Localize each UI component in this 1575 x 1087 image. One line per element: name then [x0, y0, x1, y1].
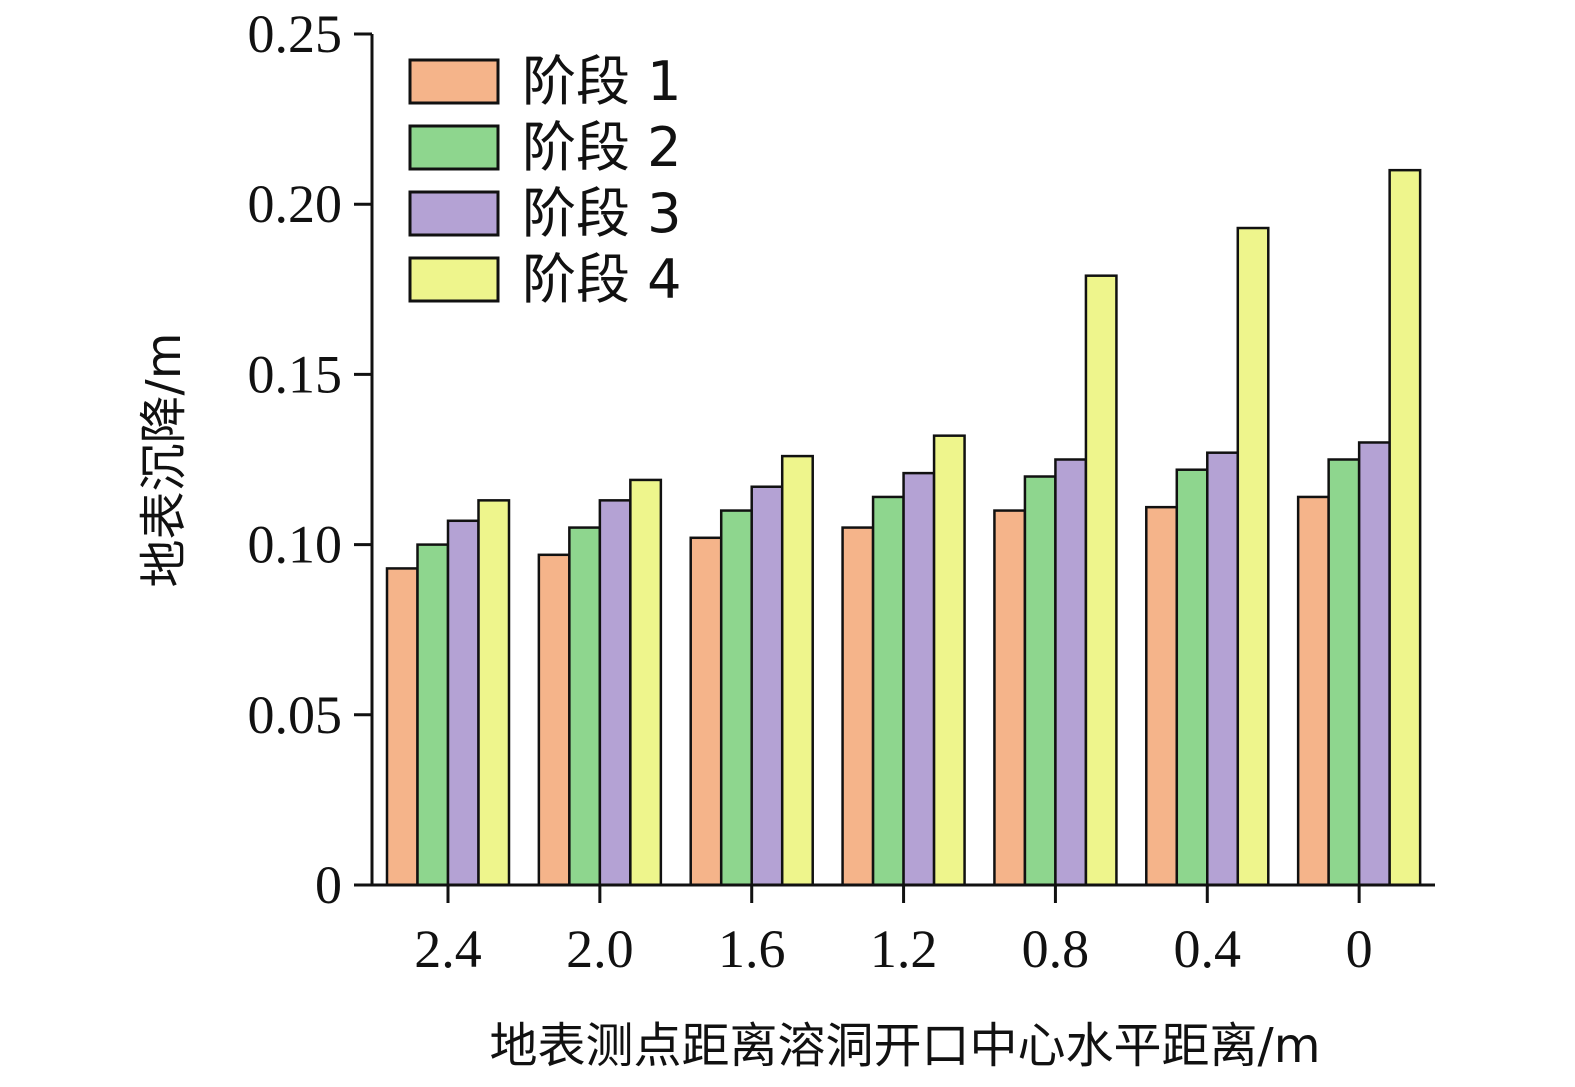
bar-1-2.0 — [537, 553, 571, 887]
x-tick-label: 0.4 — [1174, 919, 1242, 979]
x-tick-label: 1.2 — [870, 919, 938, 979]
y-tick-label: 0.10 — [248, 515, 343, 575]
bar-2-1.6 — [719, 509, 753, 887]
bar-2-2.4 — [416, 543, 450, 887]
y-tick-label: 0.15 — [248, 344, 343, 404]
x-tick-label: 0.8 — [1022, 919, 1090, 979]
y-tick-label: 0 — [315, 855, 342, 915]
y-ticks: 0 0.05 0.10 0.15 0.20 0.25 — [248, 4, 372, 915]
legend-label: 阶段 3 — [522, 182, 682, 245]
legend-swatch — [408, 190, 500, 237]
legend-swatch — [408, 124, 500, 171]
bar-3-2.4 — [446, 519, 480, 887]
bar-2-0 — [1327, 458, 1361, 887]
bar-2-0.8 — [1023, 475, 1057, 887]
bar-3-0.4 — [1206, 451, 1240, 887]
x-axis-title: 地表测点距离溶洞开口中心水平距离/m — [490, 1018, 1321, 1074]
bar-1-1.6 — [689, 536, 723, 887]
bar-4-0 — [1388, 168, 1422, 887]
bar-4-0.8 — [1084, 274, 1118, 887]
legend-label: 阶段 1 — [522, 50, 682, 113]
bar-4-2.4 — [477, 499, 511, 887]
y-tick-label: 0.25 — [248, 4, 343, 64]
legend-label: 阶段 2 — [522, 116, 682, 179]
bar-2-2.0 — [568, 526, 602, 887]
x-tick-label: 2.0 — [566, 919, 634, 979]
bar-2-1.2 — [871, 495, 905, 887]
bar-3-2.0 — [598, 499, 632, 887]
legend-label: 阶段 4 — [522, 248, 682, 311]
bar-4-2.0 — [629, 478, 663, 887]
x-tick-label: 0 — [1346, 919, 1373, 979]
bar-4-1.6 — [780, 454, 814, 887]
legend-swatch — [408, 256, 500, 303]
bar-1-2.4 — [385, 567, 419, 887]
y-tick-label: 0.05 — [248, 685, 343, 745]
bar-2-0.4 — [1175, 468, 1209, 887]
x-tick-label: 1.6 — [718, 919, 786, 979]
bar-1-0 — [1296, 495, 1330, 887]
y-tick-label: 0.20 — [248, 174, 343, 234]
bar-1-0.8 — [993, 509, 1027, 887]
bar-3-1.6 — [750, 485, 784, 887]
x-ticks: 2.4 2.0 1.6 1.2 0.8 0.4 0 — [414, 885, 1373, 979]
x-tick-label: 2.4 — [414, 919, 482, 979]
bars-layer — [385, 168, 1422, 887]
y-axis-title: 地表沉降/m — [136, 333, 192, 588]
bar-3-0.8 — [1054, 458, 1088, 887]
bar-4-0.4 — [1236, 226, 1270, 887]
bar-4-1.2 — [932, 434, 966, 887]
bar-1-1.2 — [841, 526, 875, 887]
legend: 阶段 1阶段 2阶段 3阶段 4 — [408, 50, 682, 311]
bar-3-0 — [1357, 441, 1391, 887]
legend-swatch — [408, 58, 500, 105]
bar-3-1.2 — [902, 471, 936, 887]
bar-1-0.4 — [1145, 505, 1179, 887]
